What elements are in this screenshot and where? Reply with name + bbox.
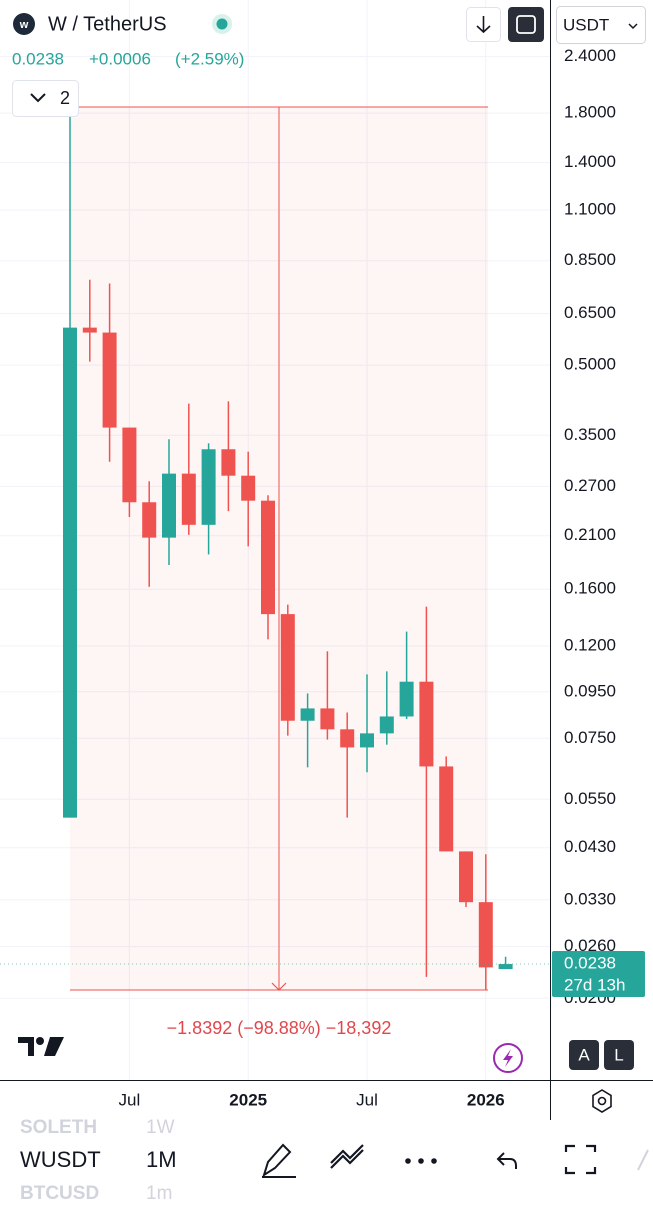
fullscreen-icon	[516, 15, 536, 34]
symbol-title[interactable]: W / TetherUS	[48, 13, 167, 35]
y-tick-label: 0.6500	[564, 303, 616, 322]
y-tick-label: 0.1200	[564, 635, 616, 654]
candle-body	[221, 449, 236, 476]
y-tick-label: 0.0950	[564, 681, 616, 700]
candle-body	[122, 427, 137, 503]
tv-logo-part	[18, 1037, 34, 1056]
candle-body	[379, 716, 394, 734]
log-scale-button[interactable]	[604, 1040, 634, 1070]
y-tick-label: 0.0330	[564, 889, 616, 908]
y-tick-label: 0.5000	[564, 355, 616, 374]
settings-icon-center	[597, 1096, 607, 1106]
y-tick-label: 0.0750	[564, 728, 616, 747]
y-tick-label: 0.8500	[564, 250, 616, 269]
auto-scale-label: A	[578, 1045, 590, 1064]
currency-select[interactable]	[556, 6, 646, 44]
y-tick-label: 1.8000	[564, 103, 616, 122]
candle-body	[280, 614, 295, 721]
candle-body	[142, 502, 157, 538]
tv-logo-dot	[36, 1037, 44, 1045]
y-tick-label: 2.4000	[564, 46, 616, 65]
auto-scale-button[interactable]	[569, 1040, 599, 1070]
candle-body	[360, 733, 374, 748]
logo-glyph: w	[19, 19, 29, 31]
chevron	[30, 93, 46, 103]
candle-body	[162, 473, 176, 538]
toolbar-interval[interactable]: 1M	[146, 1147, 177, 1172]
symbol-logo	[13, 13, 35, 35]
candle-body	[340, 729, 355, 748]
y-tick-label: 0.0550	[564, 789, 616, 808]
watchlist-symbol[interactable]: SOLETH	[20, 1117, 97, 1138]
candle-body	[478, 902, 493, 968]
candle-body	[300, 708, 315, 721]
candle-body	[181, 473, 196, 525]
last-price: 0.0238	[12, 49, 64, 68]
indicator-icon[interactable]	[330, 1144, 364, 1169]
candle-body	[82, 327, 97, 333]
toolbar-symbol[interactable]: WUSDT	[20, 1147, 101, 1172]
x-tick-label: Jul	[119, 1090, 141, 1109]
y-tick-label: 1.1000	[564, 200, 616, 219]
flash-icon	[503, 1049, 513, 1067]
candle-body	[201, 449, 216, 525]
price-axis: 2.4000 1.8000 1.4000 1.1000 0.8500 0.6500 0.50…	[564, 46, 616, 1007]
log-scale-label: L	[614, 1045, 623, 1064]
measure-arrowhead	[271, 982, 287, 991]
candles	[0, 114, 550, 990]
measure-label: −1.8392 (−98.88%) −18,392	[167, 1018, 392, 1038]
watchlist-interval: 1W	[146, 1117, 175, 1138]
y-tick-label: 0.2100	[564, 525, 616, 544]
candle-body	[102, 332, 117, 428]
price-change: +0.0006	[89, 49, 151, 68]
currency: USDT	[563, 15, 609, 34]
y-tick-label: 0.0260	[564, 936, 616, 955]
download-icon	[476, 16, 491, 34]
candle-body	[261, 500, 275, 615]
x-tick-label: Jul	[356, 1090, 378, 1109]
candle-body	[459, 851, 473, 903]
toolbar	[0, 1121, 653, 1200]
y-tick-label: 0.3500	[564, 425, 616, 444]
indicators-toggle[interactable]	[12, 80, 79, 117]
more-icon-dot	[431, 1158, 437, 1164]
bar-countdown: 27d 13h	[564, 976, 625, 995]
fullscreen-toolbar-icon[interactable]	[564, 1144, 597, 1175]
last-price-label: 0.0238	[564, 954, 616, 973]
candle-body	[241, 475, 256, 501]
indicators-count: 2	[60, 88, 70, 108]
time-axis: Jul 2025 Jul 2026	[119, 1090, 505, 1109]
candle-body	[320, 708, 335, 730]
candle-body	[439, 766, 454, 852]
fullscreen-button[interactable]	[508, 7, 544, 42]
y-tick-label: 0.1600	[564, 579, 616, 598]
price-change-pct: (+2.59%)	[175, 49, 244, 68]
y-tick-label: 0.2700	[564, 476, 616, 495]
y-tick-label: 1.4000	[564, 152, 616, 171]
market-status	[216, 18, 228, 30]
tv-logo-part	[44, 1037, 64, 1056]
settings-icon[interactable]	[592, 1089, 612, 1113]
candle-body	[63, 327, 77, 818]
more-icon-dot[interactable]	[405, 1158, 411, 1164]
watchlist-symbol[interactable]: BTCUSD	[20, 1183, 99, 1204]
watchlist-interval: 1m	[146, 1183, 172, 1200]
candle-body	[399, 681, 414, 717]
x-tick-label: 2025	[229, 1090, 267, 1109]
undo-icon[interactable]	[496, 1152, 517, 1169]
y-tick-label: 0.0430	[564, 837, 616, 856]
candle-body	[419, 681, 434, 767]
more-icon-dot	[418, 1158, 424, 1164]
scroll-hint	[637, 1149, 649, 1171]
currency-chevron	[628, 23, 638, 30]
draw-tool-icon[interactable]	[262, 1143, 296, 1178]
last-price-label-box	[552, 951, 645, 998]
candle-body	[498, 964, 513, 970]
x-tick-label: 2026	[467, 1090, 505, 1109]
